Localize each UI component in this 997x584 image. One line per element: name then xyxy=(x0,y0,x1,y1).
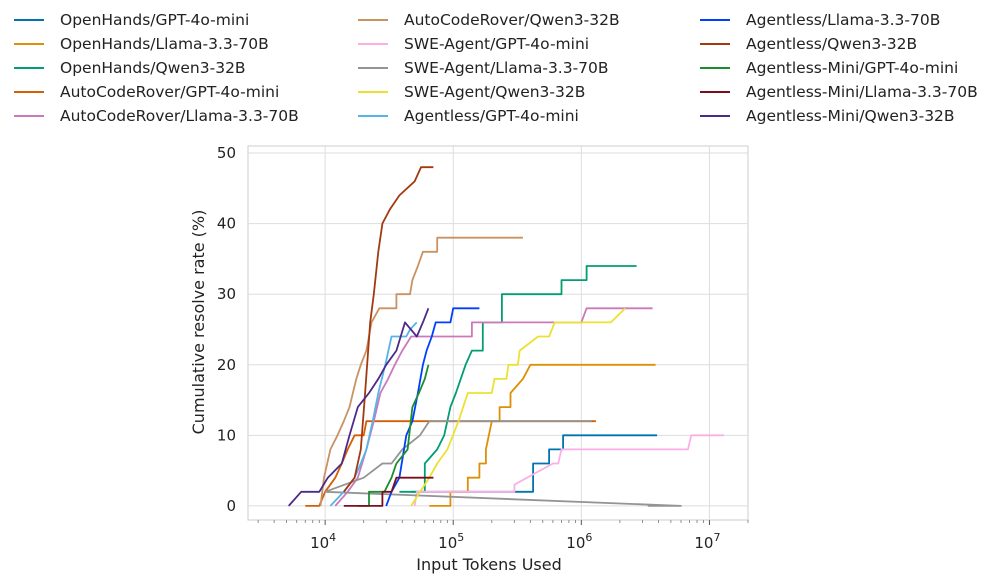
legend-label: Agentless-Mini/Qwen3-32B xyxy=(746,107,955,125)
legend-item: Agentless/Qwen3-32B xyxy=(700,35,917,53)
x-axis-label: Input Tokens Used xyxy=(416,555,562,574)
y-tick-label: 50 xyxy=(217,144,236,162)
legend-label: AutoCodeRover/GPT-4o-mini xyxy=(60,83,279,101)
legend-item: Agentless-Mini/GPT-4o-mini xyxy=(700,59,958,77)
legend-label: SWE-Agent/GPT-4o-mini xyxy=(404,35,589,53)
legend-label: OpenHands/Llama-3.3-70B xyxy=(60,35,269,53)
legend-item: OpenHands/Llama-3.3-70B xyxy=(14,35,269,53)
legend-label: Agentless/GPT-4o-mini xyxy=(404,107,579,125)
y-tick-label: 30 xyxy=(217,285,236,303)
legend-label: AutoCodeRover/Llama-3.3-70B xyxy=(60,107,299,125)
legend-item: Agentless/Llama-3.3-70B xyxy=(700,11,940,29)
plot-area: 0 10 20 30 40 50 104 105 106 107 xyxy=(217,144,749,552)
series-line-12 xyxy=(343,166,434,493)
legend-item: AutoCodeRover/GPT-4o-mini xyxy=(14,83,279,101)
series-line-15 xyxy=(288,307,430,507)
legend-label: SWE-Agent/Qwen3-32B xyxy=(404,83,585,101)
series-line-9 xyxy=(410,307,626,507)
series-line-13 xyxy=(357,364,430,507)
legend-item: SWE-Agent/Llama-3.3-70B xyxy=(358,59,609,77)
y-tick-label: 0 xyxy=(226,497,236,515)
legend-item: Agentless-Mini/Qwen3-32B xyxy=(700,107,955,125)
y-tick-label: 20 xyxy=(217,356,236,374)
plot-background xyxy=(247,145,749,521)
series-line-3 xyxy=(399,265,637,493)
legend-label: OpenHands/GPT-4o-mini xyxy=(60,11,249,29)
legend-item: Agentless-Mini/Llama-3.3-70B xyxy=(700,83,978,101)
x-axis-ticks: 104 105 106 107 xyxy=(257,520,749,552)
legend-label: Agentless-Mini/Llama-3.3-70B xyxy=(746,83,978,101)
legend-label: AutoCodeRover/Qwen3-32B xyxy=(404,11,620,29)
legend-label: Agentless-Mini/GPT-4o-mini xyxy=(746,59,958,77)
legend-label: Agentless/Llama-3.3-70B xyxy=(746,11,940,29)
legend-label: Agentless/Qwen3-32B xyxy=(746,35,917,53)
series-line-6 xyxy=(319,236,523,507)
x-tick-label: 106 xyxy=(566,531,592,552)
x-tick-label: 104 xyxy=(310,531,336,552)
legend-item: AutoCodeRover/Llama-3.3-70B xyxy=(14,107,299,125)
legend: OpenHands/GPT-4o-mini OpenHands/Llama-3.3… xyxy=(14,11,978,125)
legend-item: Agentless/GPT-4o-mini xyxy=(358,107,579,125)
legend-item: SWE-Agent/GPT-4o-mini xyxy=(358,35,589,53)
y-tick-label: 10 xyxy=(217,426,236,444)
y-axis-label: Cumulative resolve rate (%) xyxy=(189,210,208,435)
series-line-1 xyxy=(411,434,658,493)
x-tick-label: 107 xyxy=(694,531,720,552)
legend-item: AutoCodeRover/Qwen3-32B xyxy=(358,11,620,29)
series-line-14 xyxy=(343,476,434,507)
series-line-7 xyxy=(413,434,724,507)
legend-label: SWE-Agent/Llama-3.3-70B xyxy=(404,59,609,77)
legend-label: OpenHands/Qwen3-32B xyxy=(60,59,246,77)
y-axis-ticks: 0 10 20 30 40 50 xyxy=(217,144,236,515)
y-tick-label: 40 xyxy=(217,215,236,233)
legend-item: OpenHands/Qwen3-32B xyxy=(14,59,246,77)
legend-item: OpenHands/GPT-4o-mini xyxy=(14,11,249,29)
grid xyxy=(248,146,748,520)
x-tick-label: 105 xyxy=(438,531,464,552)
series-line-8 xyxy=(324,420,682,507)
legend-item: SWE-Agent/Qwen3-32B xyxy=(358,83,585,101)
series-lines xyxy=(288,166,724,507)
